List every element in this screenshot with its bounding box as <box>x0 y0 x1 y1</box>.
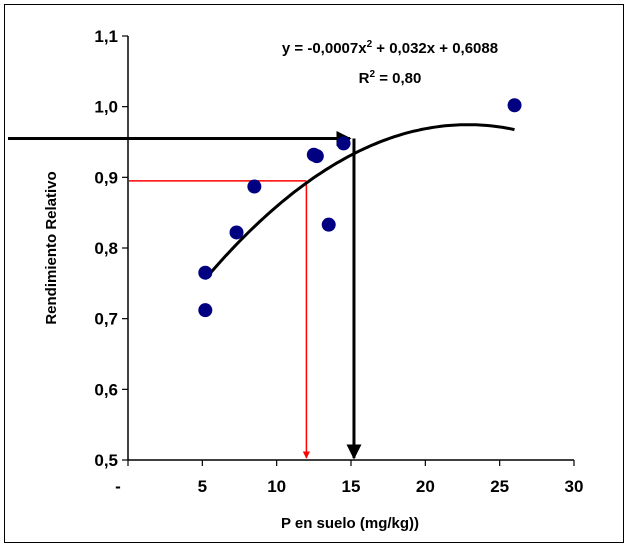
data-point <box>229 225 244 240</box>
data-point <box>247 179 262 194</box>
data-point <box>321 217 336 232</box>
x-tick-label: 10 <box>267 477 286 496</box>
x-axis-label: P en suelo (mg/kg)) <box>281 515 419 532</box>
x-tick-label: 15 <box>342 477 361 496</box>
trendline-path <box>204 123 515 280</box>
axes <box>122 35 575 466</box>
reference-lines <box>8 130 362 460</box>
data-point <box>309 149 324 164</box>
data-points <box>198 98 522 318</box>
data-point <box>198 303 213 318</box>
y-axis-label: Rendimiento Relativo <box>43 171 60 324</box>
x-tick-label: 25 <box>490 477 509 496</box>
y-tick-label: 1,0 <box>94 98 118 117</box>
x-tick-label: - <box>115 477 121 496</box>
equation-label: y = -0,0007x2 + 0,032x + 0,6088 <box>282 39 498 57</box>
y-tick-label: 0,5 <box>94 451 118 470</box>
x-tick-label: 30 <box>565 477 584 496</box>
tick-labels: 0,5 0,6 0,7 0,8 0,9 1,0 1,1 - 5 10 15 20 25 30 <box>94 27 583 496</box>
data-point <box>198 265 213 280</box>
chart-frame <box>4 4 624 543</box>
r-squared-label: R2 = 0,80 <box>359 69 422 87</box>
x-tick-label: 20 <box>416 477 435 496</box>
y-tick-label: 0,9 <box>94 168 118 187</box>
trendline <box>204 123 515 280</box>
y-tick-label: 0,8 <box>94 239 118 258</box>
x-tick-label: 5 <box>198 477 207 496</box>
y-tick-label: 1,1 <box>94 27 118 46</box>
data-point <box>336 136 351 151</box>
y-tick-label: 0,7 <box>94 310 118 329</box>
y-tick-label: 0,6 <box>94 380 118 399</box>
data-point <box>507 98 522 113</box>
